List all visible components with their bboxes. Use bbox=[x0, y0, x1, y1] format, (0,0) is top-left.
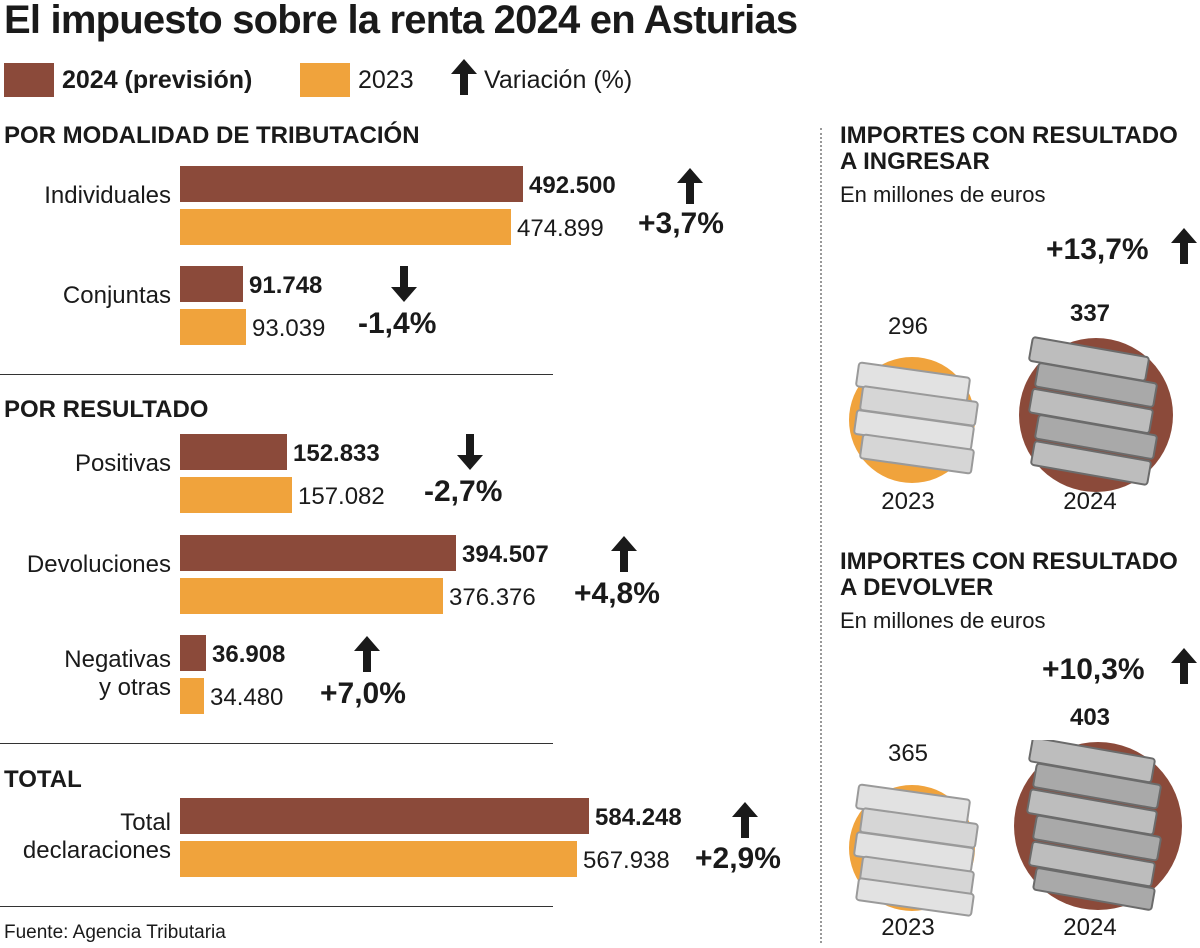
category-label-negativas-2: y otras bbox=[98, 674, 171, 701]
legend-label-2023: 2023 bbox=[358, 66, 414, 94]
section-title-total: TOTAL bbox=[4, 766, 82, 793]
variation-ingresar: +13,7% bbox=[1046, 233, 1149, 266]
year-label-ingresar-2024: 2024 bbox=[1063, 488, 1117, 515]
money-stack-devolver-2024 bbox=[1012, 740, 1184, 912]
bar-positivas-2024 bbox=[180, 434, 287, 470]
category-label-negativas-1: Negativas bbox=[64, 646, 171, 673]
bar-individuales-2024 bbox=[180, 166, 523, 202]
value-conjuntas-2024: 91.748 bbox=[249, 272, 323, 299]
bar-negativas-2024 bbox=[180, 635, 206, 671]
legend-label-variation: Variación (%) bbox=[484, 66, 633, 94]
year-label-ingresar-2023: 2023 bbox=[881, 488, 935, 515]
panel-title-ingresar-1: IMPORTES CON RESULTADO bbox=[840, 122, 1178, 149]
value-individuales-2023: 474.899 bbox=[517, 215, 604, 242]
category-label-conjuntas: Conjuntas bbox=[62, 282, 171, 309]
variation-positivas: -2,7% bbox=[424, 475, 503, 508]
bar-devoluciones-2023 bbox=[180, 578, 443, 614]
chart-title: El impuesto sobre la renta 2024 en Astur… bbox=[4, 0, 798, 42]
panel-unit-ingresar: En millones de euros bbox=[840, 182, 1046, 207]
section-title-resultado: POR RESULTADO bbox=[4, 396, 209, 423]
variation-conjuntas: -1,4% bbox=[358, 307, 437, 340]
value-individuales-2024: 492.500 bbox=[529, 172, 616, 199]
column-divider bbox=[820, 128, 822, 943]
category-label-total-2: declaraciones bbox=[22, 837, 171, 864]
value-devoluciones-2024: 394.507 bbox=[462, 541, 549, 568]
variation-total: +2,9% bbox=[695, 842, 781, 875]
category-label-individuales: Individuales bbox=[44, 182, 171, 209]
value-total-2023: 567.938 bbox=[583, 847, 670, 874]
panel-title-devolver-2: A DEVOLVER bbox=[840, 574, 994, 601]
year-label-devolver-2023: 2023 bbox=[881, 914, 935, 941]
bar-conjuntas-2023 bbox=[180, 309, 246, 345]
divider bbox=[0, 743, 553, 744]
value-devolver-2023: 365 bbox=[887, 740, 929, 767]
variation-devoluciones: +4,8% bbox=[574, 577, 660, 610]
value-devolver-2024: 403 bbox=[1069, 704, 1111, 731]
down-arrow-icon bbox=[390, 264, 418, 304]
legend-label-2024: 2024 (previsión) bbox=[62, 66, 253, 94]
up-arrow-icon bbox=[610, 534, 638, 574]
value-ingresar-2023: 296 bbox=[887, 313, 929, 340]
panel-title-devolver-1: IMPORTES CON RESULTADO bbox=[840, 548, 1178, 575]
bar-positivas-2023 bbox=[180, 477, 292, 513]
category-label-total-1: Total bbox=[120, 809, 171, 836]
money-stack-devolver-2023 bbox=[845, 778, 995, 918]
panel-title-ingresar-2: A INGRESAR bbox=[840, 148, 990, 175]
bar-total-2024 bbox=[180, 798, 589, 834]
money-stack-ingresar-2024 bbox=[1018, 335, 1178, 495]
value-total-2024: 584.248 bbox=[595, 804, 682, 831]
up-arrow-icon bbox=[731, 800, 759, 840]
up-arrow-icon bbox=[450, 57, 478, 97]
down-arrow-icon bbox=[456, 432, 484, 472]
up-arrow-icon bbox=[1170, 226, 1198, 266]
bar-devoluciones-2024 bbox=[180, 535, 456, 571]
divider bbox=[0, 374, 553, 375]
year-label-devolver-2024: 2024 bbox=[1063, 914, 1117, 941]
legend-swatch-2024 bbox=[4, 63, 54, 97]
source-note: Fuente: Agencia Tributaria bbox=[4, 922, 226, 943]
value-negativas-2023: 34.480 bbox=[210, 684, 284, 711]
legend-swatch-2023 bbox=[300, 63, 350, 97]
up-arrow-icon bbox=[353, 634, 381, 674]
variation-devolver: +10,3% bbox=[1042, 653, 1145, 686]
up-arrow-icon bbox=[676, 166, 704, 206]
category-label-positivas: Positivas bbox=[74, 450, 171, 477]
value-negativas-2024: 36.908 bbox=[212, 641, 286, 668]
value-conjuntas-2023: 93.039 bbox=[252, 315, 326, 342]
bar-total-2023 bbox=[180, 841, 577, 877]
bar-negativas-2023 bbox=[180, 678, 204, 714]
up-arrow-icon bbox=[1170, 646, 1198, 686]
value-positivas-2023: 157.082 bbox=[298, 483, 385, 510]
bar-conjuntas-2024 bbox=[180, 266, 243, 302]
value-ingresar-2024: 337 bbox=[1069, 300, 1111, 327]
section-title-modalidad: POR MODALIDAD DE TRIBUTACIÓN bbox=[4, 122, 420, 149]
variation-negativas: +7,0% bbox=[320, 677, 406, 710]
panel-unit-devolver: En millones de euros bbox=[840, 608, 1046, 633]
category-label-devoluciones: Devoluciones bbox=[26, 551, 171, 578]
bar-individuales-2023 bbox=[180, 209, 511, 245]
value-positivas-2024: 152.833 bbox=[293, 440, 380, 467]
variation-individuales: +3,7% bbox=[638, 207, 724, 240]
value-devoluciones-2023: 376.376 bbox=[449, 584, 536, 611]
divider bbox=[0, 906, 553, 907]
money-stack-ingresar-2023 bbox=[845, 350, 995, 490]
